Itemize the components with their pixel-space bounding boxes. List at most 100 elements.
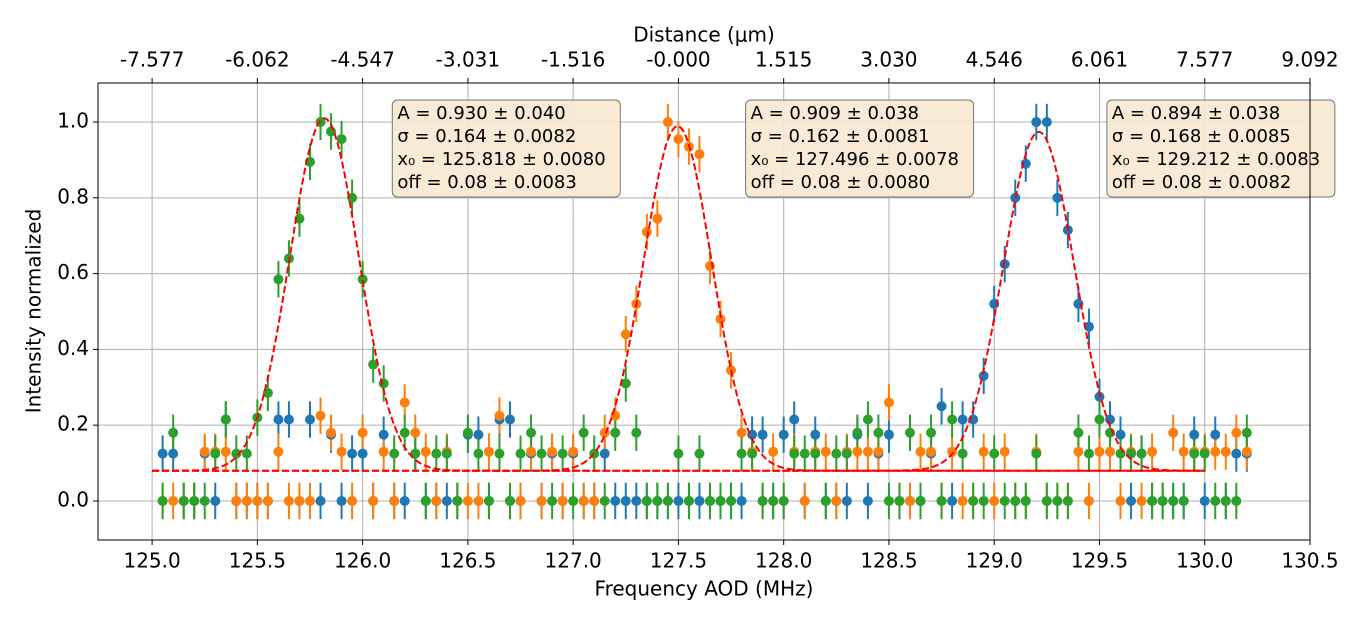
data-point [789,414,800,425]
data-point [789,448,800,459]
data-point [831,495,842,506]
data-point [399,495,410,506]
data-point [810,429,821,440]
data-point [389,495,400,506]
data-point [526,427,537,438]
data-point [1052,495,1063,506]
data-point [1105,446,1115,457]
data-point [883,495,894,506]
data-point [157,495,168,506]
data-point [610,427,621,438]
data-point [641,495,652,506]
data-point [620,378,631,389]
fit-annotation: A = 0.894 ± 0.038 [1112,103,1280,124]
data-point [505,495,515,506]
data-point [715,495,726,506]
data-point [1199,495,1210,506]
data-point [852,446,863,457]
data-point [347,448,358,459]
data-point [378,378,389,389]
data-point [389,448,400,459]
data-point [757,495,768,506]
data-point [673,134,684,145]
fit-annotation: σ = 0.162 ± 0.0081 [751,126,930,147]
data-point [441,495,452,506]
data-point [241,495,252,506]
x-tick-label: 128.0 [755,549,812,573]
data-point [652,213,663,224]
data-point [957,414,968,425]
fit-annotation: off = 0.08 ± 0.0083 [397,172,577,193]
data-point [1147,446,1158,457]
data-point [1062,495,1073,506]
data-point [252,495,263,506]
y-tick-label: 1.0 [57,109,89,133]
fit-annotation-box [745,99,975,198]
data-point [1136,495,1147,506]
data-point [547,495,558,506]
data-point [378,446,389,457]
fit-annotation: A = 0.909 ± 0.038 [751,103,919,124]
data-point [473,495,484,506]
data-point [336,446,347,457]
data-point [852,427,863,438]
data-point [1168,427,1179,438]
data-point [905,495,915,506]
data-point [283,414,294,425]
data-point [220,414,231,425]
data-point [841,495,852,506]
data-point [736,448,747,459]
data-point [715,314,726,325]
data-point [757,429,768,440]
data-point [641,226,652,237]
data-point [841,448,852,459]
x2-tick-label: -6.062 [225,48,289,72]
data-point [336,495,347,506]
data-point [557,448,568,459]
data-point [578,495,589,506]
x2-tick-label: 4.546 [966,48,1023,72]
data-point [547,446,558,457]
data-point [1178,446,1189,457]
data-point [1241,427,1252,438]
x-tick-label: 130.0 [1176,549,1233,573]
data-point [241,448,252,459]
data-point [1126,495,1137,506]
data-point [1189,448,1200,459]
data-point [768,495,779,506]
data-point [199,495,210,506]
data-point [483,446,494,457]
data-point [336,134,347,145]
x-tick-label: 125.5 [229,549,286,573]
data-point [1031,448,1042,459]
x-tick-label: 126.0 [334,549,391,573]
data-point [957,448,968,459]
data-point [315,495,326,506]
data-point [294,213,305,224]
data-point [1073,427,1084,438]
x-tick-label: 125.0 [123,549,180,573]
data-point [473,448,484,459]
data-point [620,495,631,506]
fit-annotation: x₀ = 125.818 ± 0.0080 [397,149,605,170]
data-point [462,495,473,506]
data-point [989,448,1000,459]
data-point [420,446,431,457]
data-point [736,495,747,506]
data-point [178,495,189,506]
fit-annotation-box [1106,99,1336,198]
data-point [936,401,947,412]
data-point [947,414,958,425]
data-point [968,495,979,506]
data-point [568,446,579,457]
x-tick-label: 127.5 [650,549,707,573]
data-point [978,446,989,457]
data-point [799,448,810,459]
data-point [452,495,463,506]
data-point [673,495,684,506]
data-point [305,414,315,425]
data-point [862,446,873,457]
data-point [683,495,694,506]
plot-frame [97,82,1311,541]
fit-annotation: σ = 0.168 ± 0.0085 [1112,126,1291,147]
